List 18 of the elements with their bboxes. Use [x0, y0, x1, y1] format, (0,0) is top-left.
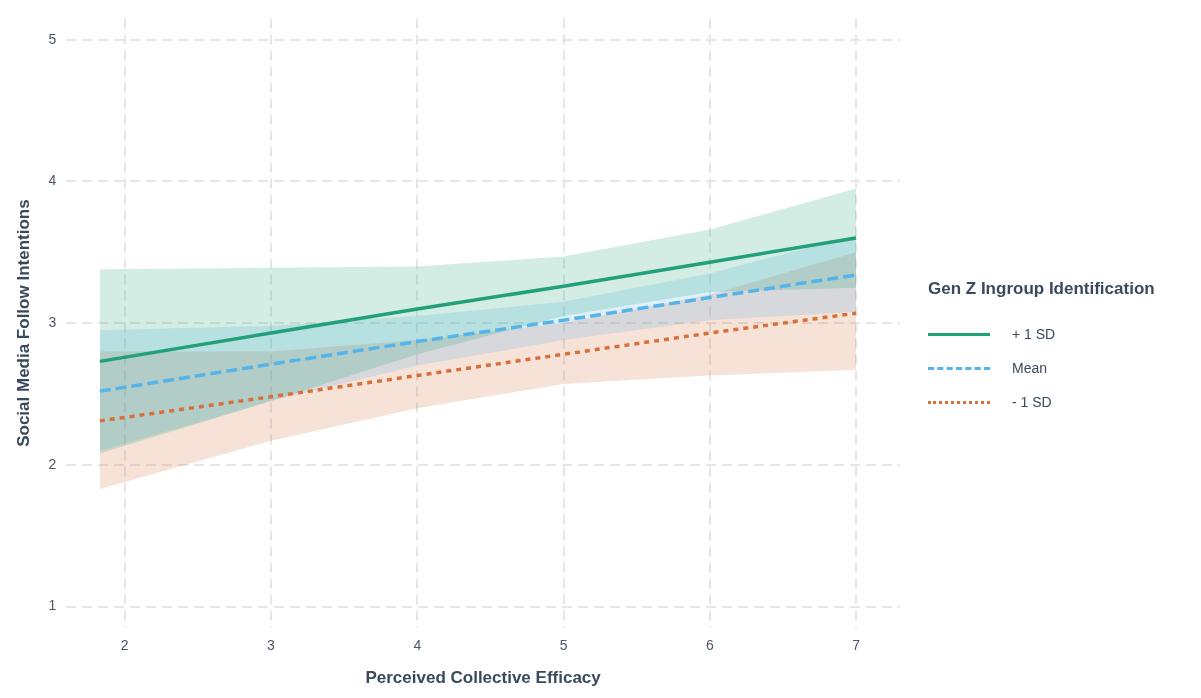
- x-tick-label: 6: [705, 637, 714, 654]
- legend-title: Gen Z Ingroup Identification: [928, 279, 1156, 299]
- line-series: [98, 311, 858, 423]
- x-tick-label: 5: [559, 637, 568, 654]
- y-tick-label: 2: [48, 455, 57, 472]
- y-axis-title: Social Media Follow Intentions: [13, 199, 33, 447]
- y-tick-label: 3: [48, 313, 57, 330]
- x-tick-label: 2: [120, 637, 129, 654]
- x-tick-label: 3: [267, 637, 276, 654]
- x-axis-title: Perceived Collective Efficacy: [365, 668, 602, 688]
- legend-label: Mean: [1012, 360, 1048, 376]
- x-tick-label: 7: [852, 637, 861, 654]
- y-tick-label: 4: [48, 172, 57, 189]
- y-tick-label: 1: [48, 597, 57, 614]
- legend-label: - 1 SD: [1012, 394, 1052, 410]
- legend-label: + 1 SD: [1012, 326, 1056, 342]
- x-tick-label: 4: [413, 637, 422, 654]
- y-tick-label: 5: [48, 30, 57, 47]
